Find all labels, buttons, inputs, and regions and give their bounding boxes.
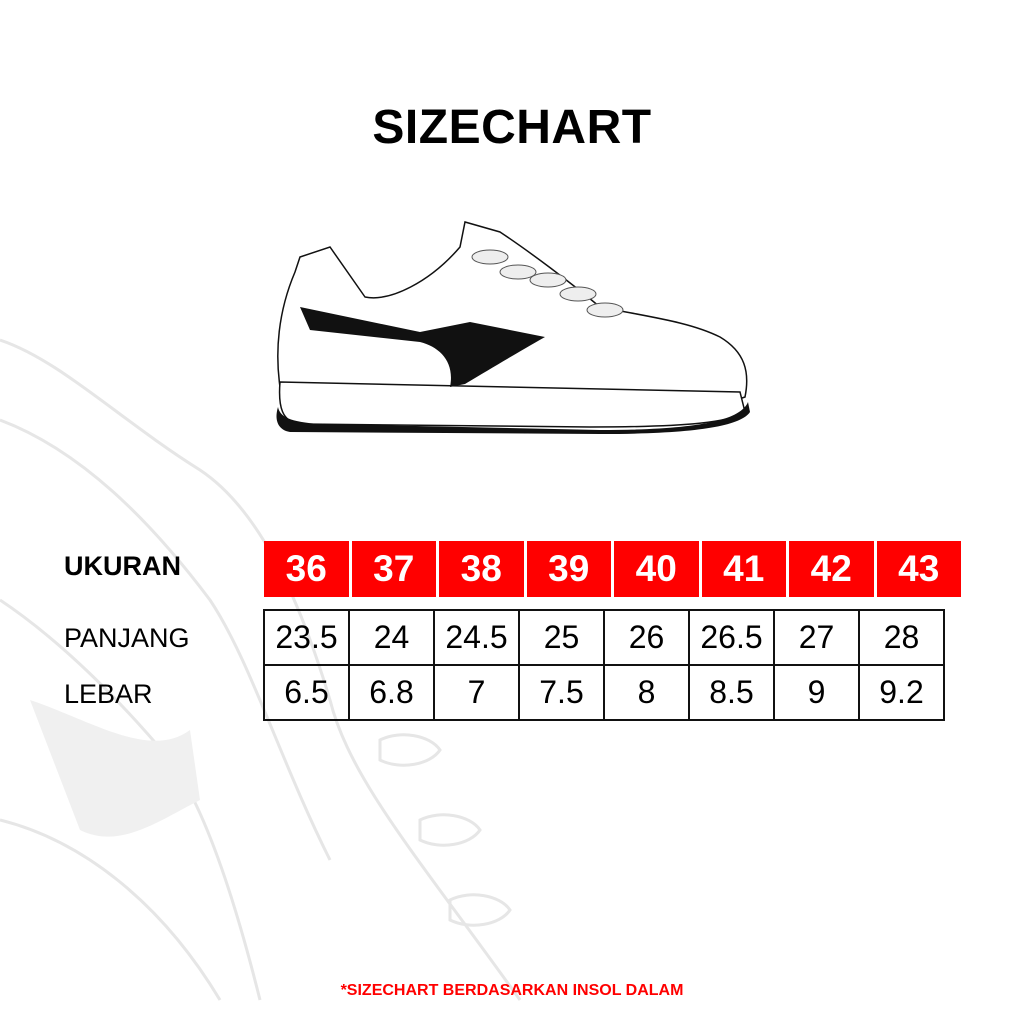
table-cell: 6.5 (263, 664, 350, 721)
table-cell: 24.5 (433, 609, 520, 666)
table-cell: 25 (518, 609, 605, 666)
size-cell: 40 (614, 541, 699, 597)
table-cell: 7 (433, 664, 520, 721)
size-table: 23.5 24 24.5 25 26 26.5 27 28 6.5 6.8 7 … (263, 609, 945, 721)
table-cell: 9 (773, 664, 860, 721)
row-label-panjang: PANJANG (64, 623, 190, 653)
page-title: SIZECHART (372, 101, 652, 154)
table-cell: 9.2 (858, 664, 945, 721)
size-header-row: 36 37 38 39 40 41 42 43 (264, 541, 961, 597)
size-cell: 37 (351, 541, 436, 597)
table-cell: 7.5 (518, 664, 605, 721)
size-cell: 42 (789, 541, 874, 597)
table-row-panjang: 23.5 24 24.5 25 26 26.5 27 28 (263, 609, 945, 666)
table-cell: 8.5 (688, 664, 775, 721)
footnote: *SIZECHART BERDASARKAN INSOL DALAM (340, 982, 684, 999)
table-cell: 23.5 (263, 609, 350, 666)
shoe-illustration (276, 221, 750, 434)
table-cell: 8 (603, 664, 690, 721)
size-cell: 41 (701, 541, 786, 597)
table-row-lebar: 6.5 6.8 7 7.5 8 8.5 9 9.2 (263, 664, 945, 721)
size-cell: 36 (264, 541, 349, 597)
size-cell: 43 (876, 541, 961, 597)
table-cell: 26.5 (688, 609, 775, 666)
table-cell: 28 (858, 609, 945, 666)
row-label-ukuran: UKURAN (64, 551, 181, 581)
table-cell: 24 (348, 609, 435, 666)
table-cell: 6.8 (348, 664, 435, 721)
size-cell: 38 (439, 541, 524, 597)
row-label-lebar: LEBAR (64, 679, 153, 709)
table-cell: 27 (773, 609, 860, 666)
table-cell: 26 (603, 609, 690, 666)
size-cell: 39 (526, 541, 611, 597)
